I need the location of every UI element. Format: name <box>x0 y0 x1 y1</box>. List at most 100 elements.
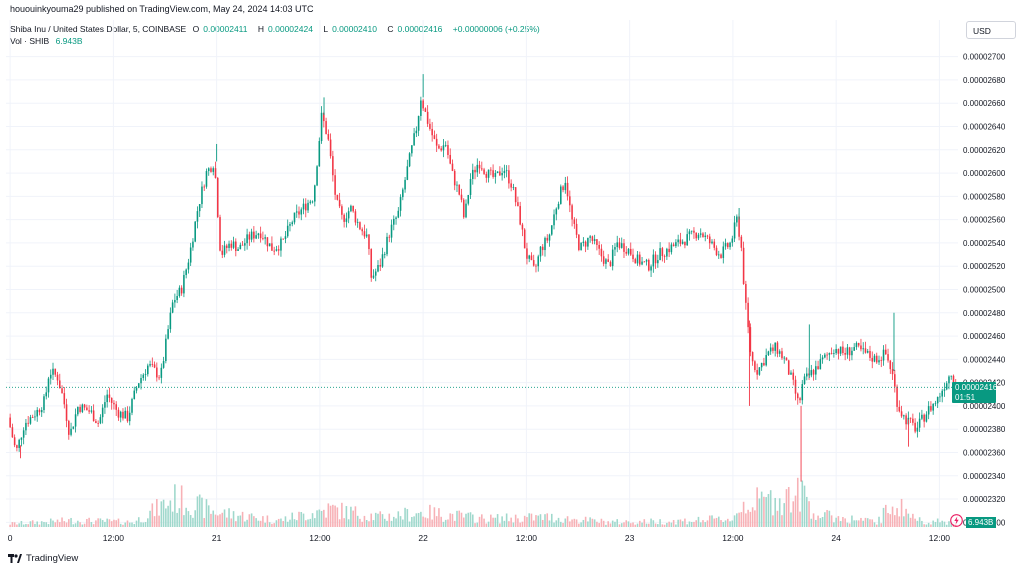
volume-bar <box>623 522 625 527</box>
y-tick-label: 0.00002660 <box>963 99 1006 108</box>
candle-body <box>512 187 515 188</box>
volume-bar <box>833 522 835 527</box>
volume-bar <box>411 516 413 527</box>
volume-bar <box>668 521 670 527</box>
candle-body <box>950 375 953 377</box>
volume-bar <box>275 520 278 527</box>
tradingview-logo[interactable]: TradingView <box>8 553 78 564</box>
volume-bar <box>614 521 616 527</box>
volume-bar <box>241 511 244 527</box>
candle-body <box>742 247 745 285</box>
candle-body <box>573 219 576 224</box>
candle-body <box>898 406 901 412</box>
volume-bar <box>605 524 607 527</box>
candle-body <box>97 423 99 424</box>
volume-bar <box>767 494 770 527</box>
ohlc-low: L 0.00002410 <box>323 24 377 34</box>
lightning-icon[interactable] <box>950 514 963 527</box>
candle-body <box>853 347 855 351</box>
volume-bar <box>607 521 609 527</box>
y-tick-label: 0.00002380 <box>963 425 1006 434</box>
volume-bar <box>616 519 619 527</box>
candle-body <box>693 230 695 233</box>
candle-body <box>706 235 709 237</box>
candle-body <box>440 148 442 151</box>
volume-bar <box>268 522 271 527</box>
candle-body <box>458 184 461 195</box>
volume-bar <box>22 524 25 527</box>
candle-body <box>862 348 865 350</box>
volume-bar <box>341 502 343 527</box>
candle-body <box>810 370 813 376</box>
volume-bar <box>844 518 846 527</box>
candle-body <box>13 437 16 446</box>
volume-bar <box>575 519 578 527</box>
volume-bar <box>939 522 941 527</box>
candle-body <box>101 407 104 418</box>
volume-bar <box>848 523 851 527</box>
volume-bar <box>257 520 260 527</box>
candle-body <box>634 259 637 264</box>
volume-bar <box>544 514 546 527</box>
candle-body <box>927 406 930 415</box>
volume-bar <box>137 517 140 527</box>
candle-body <box>271 243 273 251</box>
currency-button[interactable]: USD <box>966 21 1016 39</box>
candle-body <box>435 138 438 146</box>
volume-bar <box>733 515 736 527</box>
volume-bar <box>717 516 720 527</box>
candle-body <box>618 242 621 248</box>
symbol-name[interactable]: Shiba Inu / United States Dollar, 5, COI… <box>10 24 187 34</box>
volume-bar <box>325 517 327 527</box>
volume-bar <box>370 513 373 527</box>
candle-body <box>72 426 75 429</box>
volume-tag: 6.943B <box>966 517 996 528</box>
candle-body <box>460 194 463 200</box>
volume-bar <box>395 518 397 527</box>
volume-bar <box>131 522 133 527</box>
volume-bar <box>361 521 363 527</box>
volume-bar <box>36 521 39 527</box>
candle-body <box>760 362 763 368</box>
candle-body <box>239 244 242 250</box>
volume-bar <box>329 505 332 527</box>
candle-body <box>302 203 305 210</box>
volume-bar <box>248 514 251 527</box>
candle-body <box>715 247 718 256</box>
candle-body <box>918 418 921 428</box>
volume-bar <box>584 516 587 527</box>
volume-bar <box>135 520 138 527</box>
tradingview-logo-icon <box>8 554 22 563</box>
candle-body <box>237 249 239 252</box>
volume-bar <box>110 521 113 527</box>
volume-bar <box>934 521 937 527</box>
volume-bar <box>171 511 174 527</box>
candle-body <box>162 360 165 368</box>
volume-bar <box>905 508 907 527</box>
volume-bar <box>440 516 442 527</box>
volume-bar <box>794 495 797 527</box>
candle-body <box>557 203 560 209</box>
candle-body <box>201 186 203 205</box>
volume-bar <box>776 510 779 527</box>
candle-body <box>528 255 530 259</box>
candle-body <box>280 238 282 251</box>
candle-body <box>377 265 379 272</box>
volume-bar <box>447 519 449 527</box>
volume-bar <box>205 499 208 527</box>
candle-body <box>736 216 738 223</box>
candle-body <box>948 376 950 384</box>
candle-body <box>298 211 300 215</box>
volume-bar <box>207 505 210 527</box>
volume-bar <box>151 503 154 527</box>
volume-label[interactable]: Vol · SHIB <box>10 36 50 46</box>
volume-bar <box>140 522 142 527</box>
volume-legend: Vol · SHIB 6.943B <box>10 36 87 46</box>
volume-bar <box>652 520 655 527</box>
volume-bar <box>672 520 675 527</box>
candle-body <box>363 231 366 237</box>
candle-body <box>607 259 609 262</box>
candle-body <box>722 246 725 258</box>
volume-bar <box>943 521 946 527</box>
